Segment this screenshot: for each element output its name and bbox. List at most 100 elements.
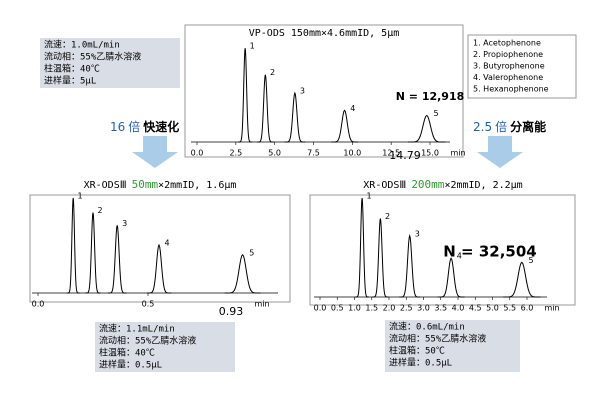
condition-line: 柱温箱：40℃ [99,347,155,359]
resolution-factor: 2.5 [473,120,492,134]
x-tick-label: 2.5 [229,149,242,158]
condition-line: 流动相：55%乙腈水溶液 [99,335,196,347]
peak-label: 2 [385,212,390,221]
x-tick-label: 10.0 [343,149,361,158]
peak [355,198,370,298]
peak-label: 1 [250,42,255,51]
speedup-unit: 倍 [128,119,140,134]
x-tick-label: 0.5 [331,304,344,313]
x-tick-label: 6.0 [521,304,534,313]
x-tick-label: 3.5 [434,304,447,313]
x-tick-label: 5.0 [486,304,499,313]
x-axis-label: min [450,149,465,158]
title-text: XR-ODSⅢ [84,180,127,191]
resolution: 2.5 倍分离能 [473,119,546,134]
peak-label: 2 [98,206,103,215]
x-tick-label: 2.0 [383,304,396,313]
peak [372,218,389,298]
peak [224,253,261,294]
peak-label: 2 [270,68,275,77]
peak [399,233,421,298]
peak [256,74,274,143]
peak [407,114,446,143]
condition-line: 柱温箱：50℃ [389,345,445,357]
condition-line: 进样量：0.5μL [389,357,452,369]
peak [146,243,172,294]
condition-line: 流速：1.0mL/min [44,39,120,51]
retention-label: 14.79 [389,149,421,162]
x-tick-label: 3.0 [417,304,430,313]
x-tick-label: 1.0 [348,304,361,313]
peak [85,212,101,294]
x-tick-label: 15.0 [421,149,439,158]
chart-title: XR-ODSⅢ 50mm×2mmID, 1.6μm [84,178,237,191]
speedup-factor: 16 [110,120,125,134]
x-axis-label: min [254,300,269,309]
peak [437,257,465,298]
peak [284,91,306,143]
title-rest: ×2mmID, 2.2μm [444,180,522,191]
legend-entry: 3. Butyrophenone [473,62,545,71]
chart-frame [309,194,576,306]
legend-box [467,34,577,99]
plate-number: N = 32,504 [443,243,536,261]
chart-frame [184,24,464,158]
title-text: XR-ODSⅢ [363,180,406,191]
speedup-label: 快速化 [143,119,179,134]
chart-title: XR-ODSⅢ 200mm×2mmID, 2.2μm [363,178,522,191]
plate-number: N = 12,918 [396,90,465,103]
peak-label: 5 [529,256,534,265]
speedup: 16 倍快速化 [110,119,179,134]
conditions-box [95,322,235,372]
condition-line: 流动相：55%乙腈水溶液 [389,333,486,345]
title-highlight: 200mm [411,178,444,191]
retention-label: 0.93 [219,305,244,318]
condition-line: 流动相：55%乙腈水溶液 [44,51,141,63]
x-tick-label: 4.5 [469,304,482,313]
chart-title: VP-ODS 150mm×4.6mmID, 5μm [249,28,400,39]
peak-label: 3 [300,87,305,96]
conditions-box [40,38,180,88]
legend-entry: 1. Acetophenone [473,39,541,48]
x-tick-label: 12.5 [382,149,400,158]
peak [107,225,127,294]
x-tick-label: 0.0 [314,304,327,313]
peak-label: 4 [164,238,169,247]
x-axis-label: min [544,304,559,313]
resolution-unit: 倍 [495,119,507,134]
peak [331,109,359,143]
title-rest: ×2mmID, 1.6μm [158,180,236,191]
peak-label: 1 [367,192,372,201]
peak-label: 3 [122,219,127,228]
condition-line: 进样量：0.5μL [99,359,162,371]
condition-line: 流速：1.1mL/min [99,323,175,335]
legend-entry: 2. Propiophenone [473,50,543,59]
x-tick-label: 2.5 [400,304,413,313]
x-tick-label: 0.5 [142,300,155,309]
legend-entry: 5. Hexanophenone [473,85,549,94]
peak-label: 1 [77,191,82,200]
conditions-box [385,320,520,372]
peak-label: 4 [457,252,462,261]
x-tick-label: 4.0 [452,304,465,313]
x-tick-label: 5.0 [268,149,281,158]
peak-label: 3 [415,229,420,238]
peak [66,197,80,294]
peak [238,48,253,143]
title-text: VP-ODS 150mm×4.6mmID, 5μm [249,28,400,39]
x-tick-label: 1.5 [365,304,378,313]
condition-line: 流速：0.6mL/min [389,321,465,333]
x-tick-label: 5.5 [503,304,516,313]
resolution-label: 分离能 [510,119,546,134]
arrow [132,136,178,168]
peak-label: 5 [433,109,438,118]
x-tick-label: 7.5 [307,149,320,158]
legend-entry: 4. Valerophenone [473,73,543,82]
arrow [477,136,523,168]
condition-line: 进样量：5μL [44,75,96,87]
x-tick-label: 0.0 [191,149,204,158]
title-highlight: 50mm [132,178,159,191]
peak-label: 4 [350,104,355,113]
peak-label: 5 [249,248,254,257]
